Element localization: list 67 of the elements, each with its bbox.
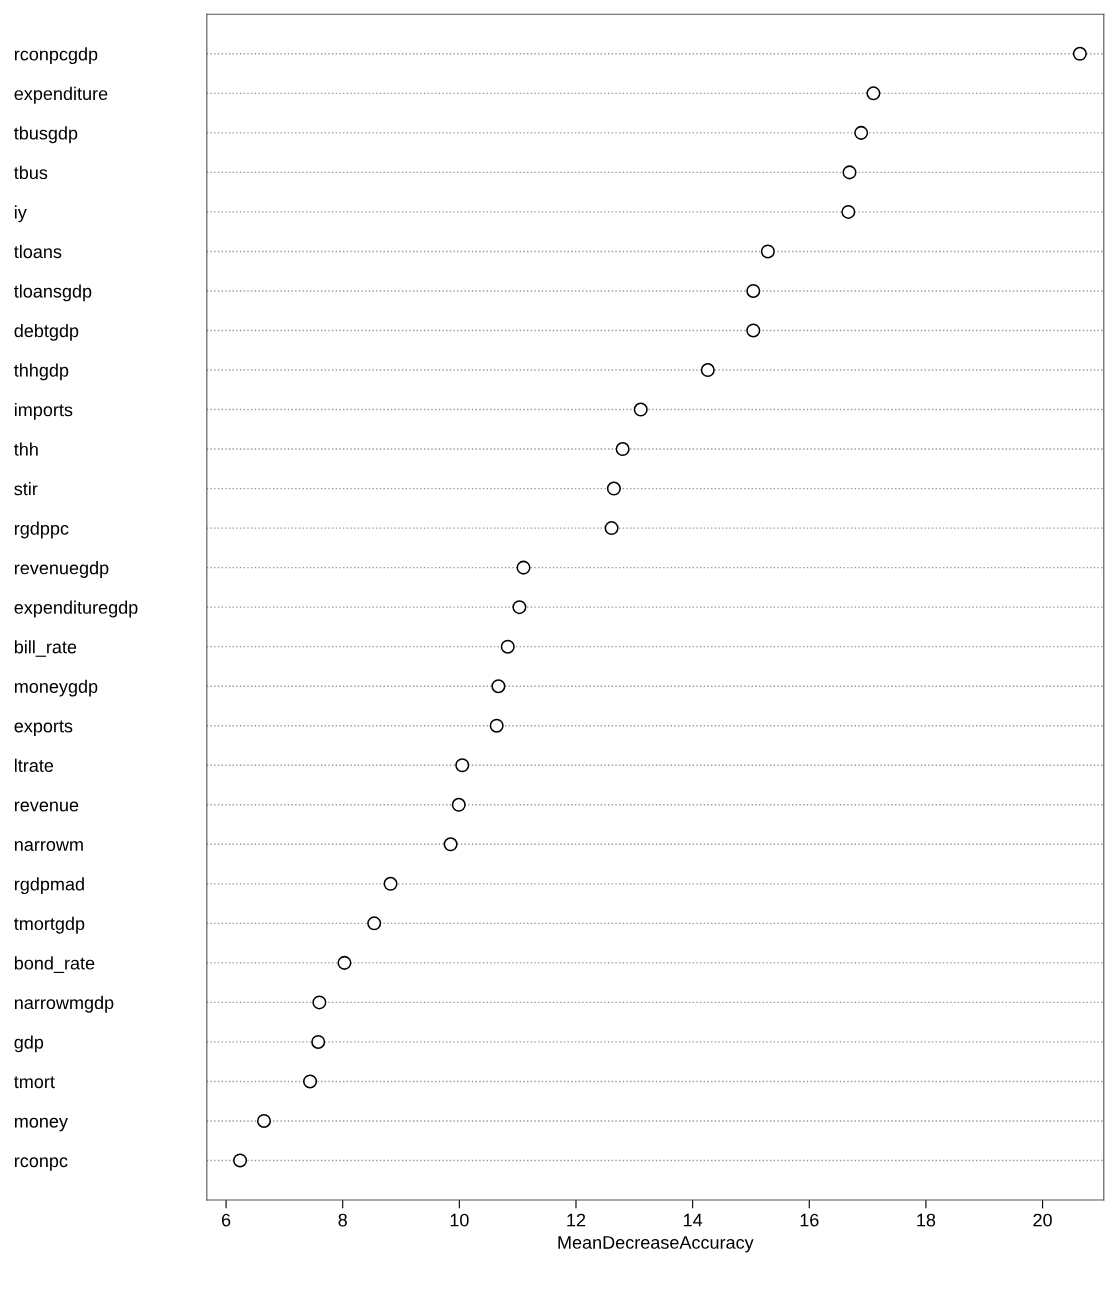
x-tick-label: 18	[917, 1213, 936, 1227]
y-tick-label: gdp	[14, 1035, 44, 1053]
y-tick-label: rconpcgdp	[14, 47, 98, 65]
y-tick-label: iy	[14, 205, 27, 223]
point	[337, 955, 352, 970]
y-tick-label: revenuegdp	[14, 561, 109, 578]
y-tick-label: tmort	[14, 1076, 55, 1089]
point	[443, 837, 458, 852]
y-tick-label: imports	[14, 402, 73, 420]
x-tick-label: 6	[221, 1213, 231, 1227]
y-tick-label: exports	[14, 720, 73, 737]
point	[312, 995, 327, 1010]
y-tick-label: moneygdp	[14, 679, 98, 697]
y-tick-label: bill_rate	[14, 640, 77, 657]
point	[700, 362, 715, 378]
point	[256, 1113, 271, 1128]
point	[491, 679, 506, 694]
point	[233, 1153, 248, 1168]
y-tick-label: money	[14, 1117, 68, 1132]
y-tick-label: tmortgdp	[14, 916, 85, 934]
point	[451, 797, 466, 812]
point	[500, 639, 515, 654]
point	[615, 442, 630, 457]
y-tick-label: debtgdp	[14, 323, 79, 341]
x-tick-label: 16	[800, 1213, 819, 1227]
point	[760, 244, 775, 259]
y-tick-label: revenue	[14, 801, 79, 812]
y-tick-label: rgdpmad	[14, 877, 84, 895]
point	[367, 916, 382, 931]
y-tick-label: stir	[14, 482, 38, 496]
y-tick-label: thhgdp	[14, 363, 69, 381]
point	[516, 560, 531, 575]
point	[311, 1034, 326, 1049]
y-tick-label: tloansgdp	[14, 284, 92, 302]
y-tick-label: bond_rate	[14, 956, 95, 973]
point	[746, 283, 761, 298]
y-tick-label: thh	[14, 442, 38, 456]
point	[841, 204, 856, 219]
point	[606, 481, 621, 496]
point	[854, 125, 869, 140]
x-tick-label: 12	[567, 1213, 586, 1227]
y-tick-label: expendituregdp	[14, 600, 138, 618]
point	[512, 600, 527, 615]
point	[303, 1074, 318, 1089]
y-tick-label: expenditure	[14, 86, 108, 104]
x-tick-label: 10	[450, 1213, 469, 1227]
point	[633, 402, 648, 417]
x-tick-label: 8	[338, 1213, 347, 1227]
y-tick-label: rgdppc	[14, 521, 69, 539]
point	[455, 758, 470, 773]
x-tick-label: 14	[683, 1213, 703, 1227]
point	[604, 521, 619, 536]
point	[866, 86, 881, 101]
y-tick-label: narrowmgdp	[14, 995, 114, 1013]
y-tick-label: tbus	[14, 165, 48, 180]
point	[489, 718, 504, 733]
point	[383, 876, 398, 891]
x-tick-label: 20	[1033, 1213, 1052, 1227]
y-tick-label: tbusgdp	[14, 126, 78, 144]
point	[746, 323, 761, 338]
x-axis-title: MeanDecreaseAccuracy	[558, 1236, 754, 1253]
point	[1072, 46, 1087, 61]
y-tick-label: tloans	[14, 244, 62, 259]
y-tick-label: narrowm	[14, 841, 83, 852]
y-tick-label: rconpc	[14, 1157, 68, 1171]
y-tick-label: ltrate	[14, 758, 54, 772]
point	[842, 165, 857, 180]
